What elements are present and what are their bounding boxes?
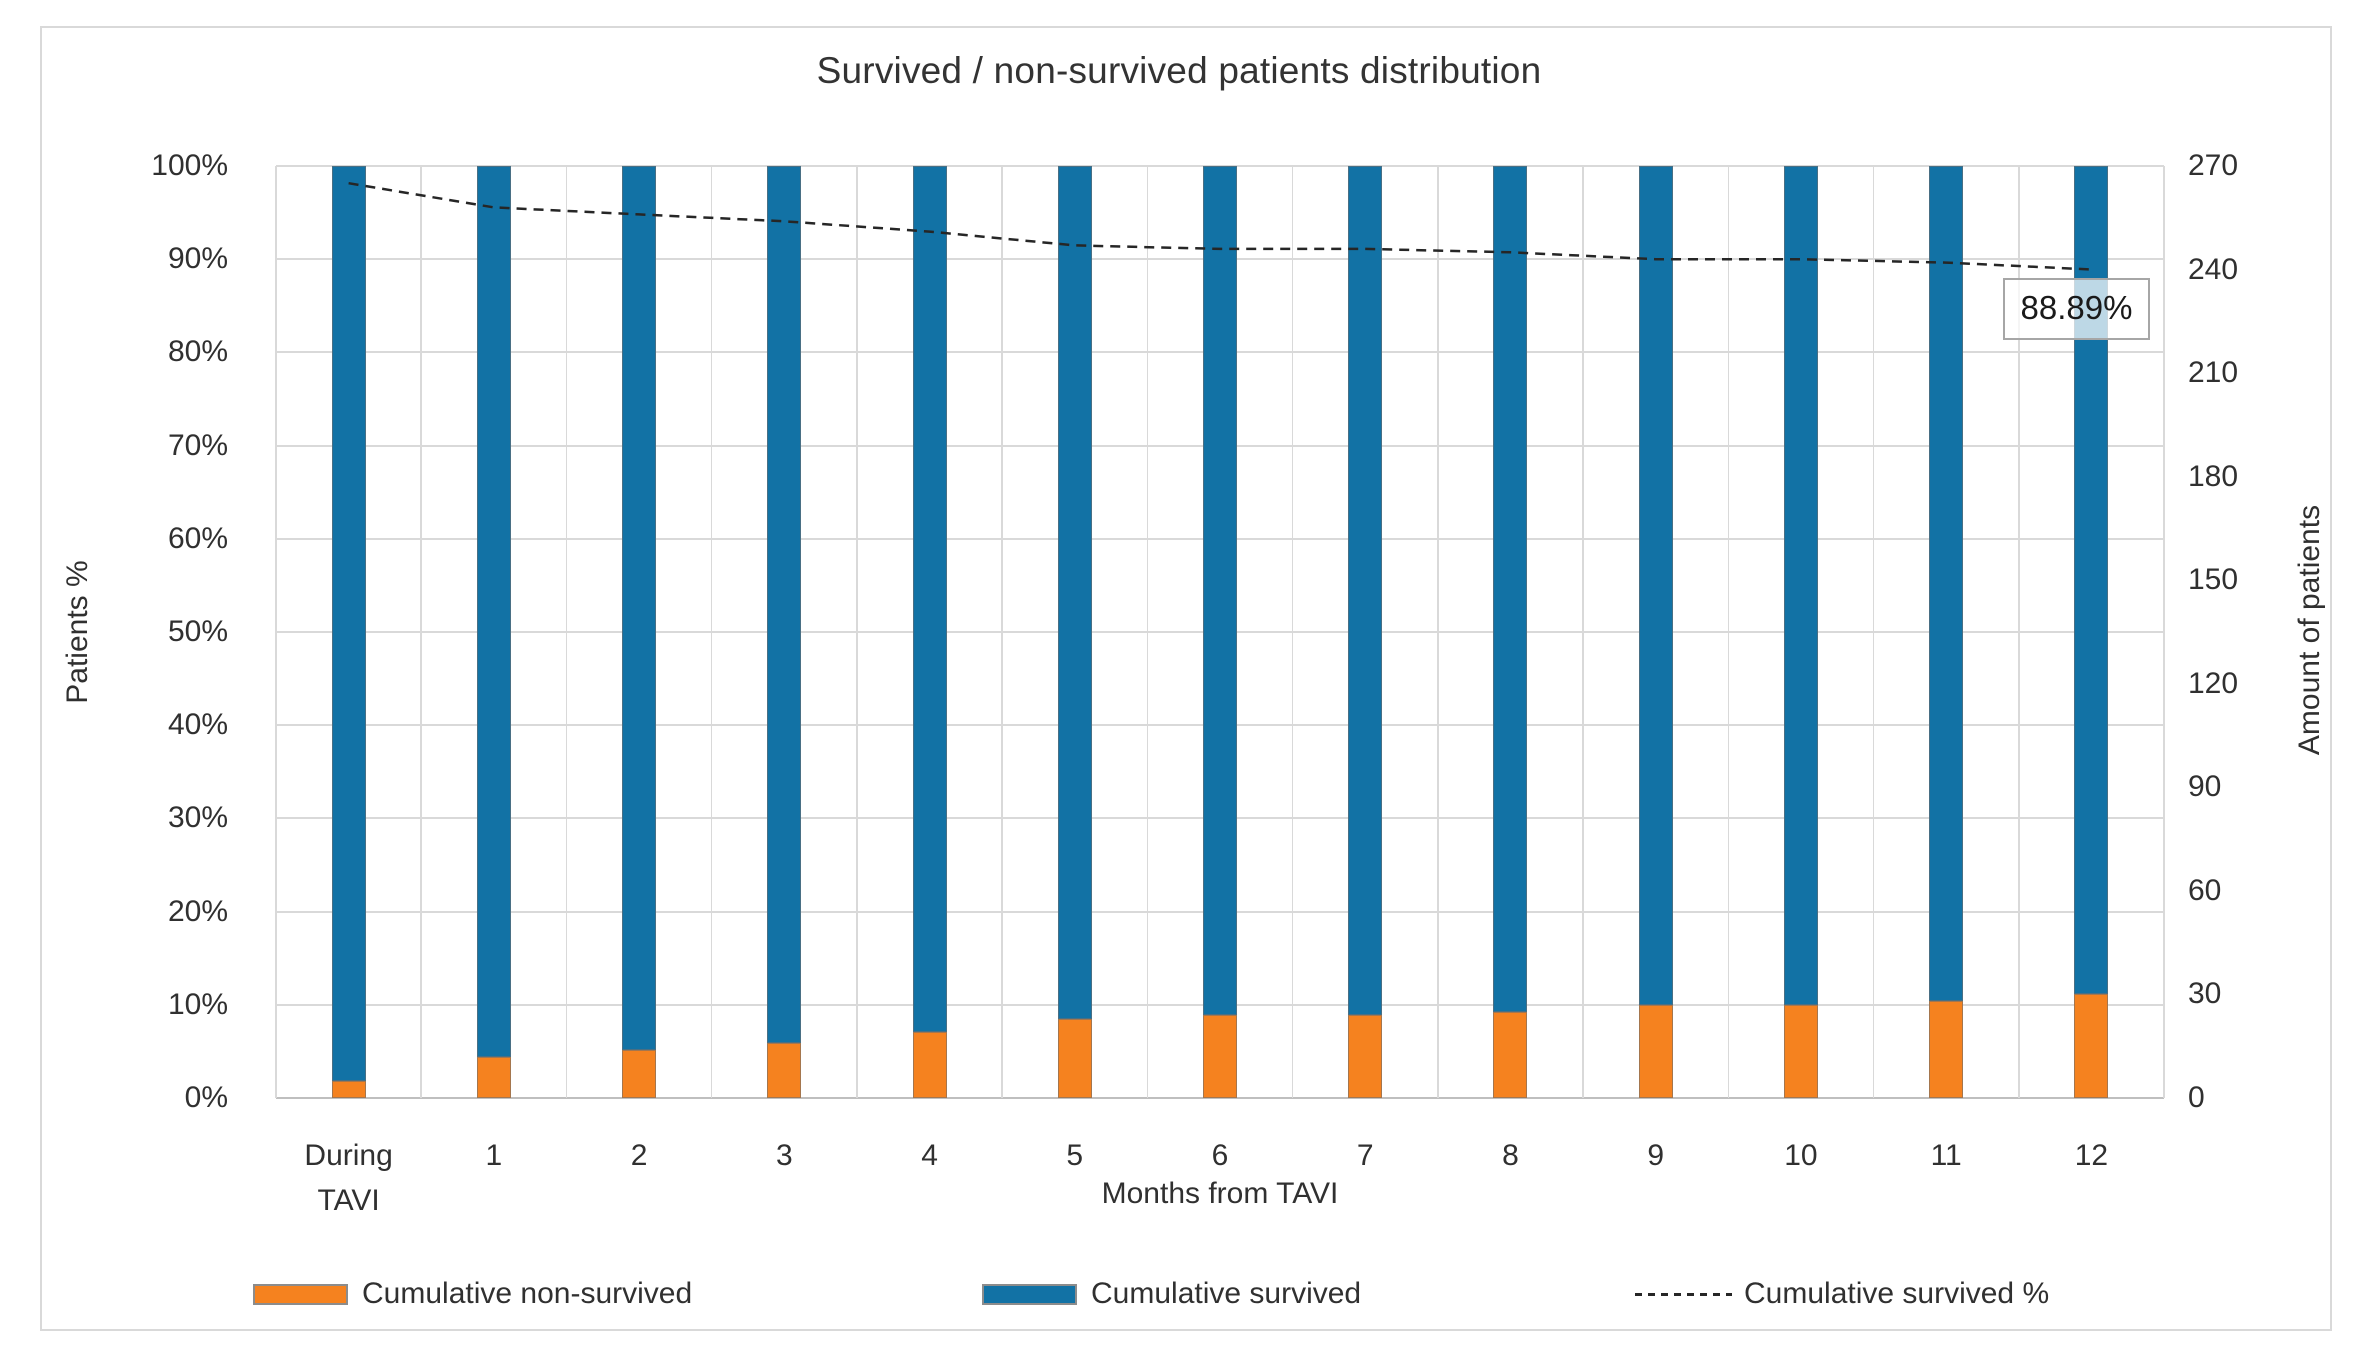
data-label-annotation: 88.89% (2003, 278, 2150, 340)
x-axis-title: Months from TAVI (1101, 1177, 1339, 1210)
y-axis-title-right: Amount of patients (2293, 504, 2326, 756)
chart-title: Survived / non-survived patients distrib… (816, 50, 1542, 91)
chart-frame (40, 26, 2332, 1331)
y-axis-title-left: Patients % (61, 560, 94, 704)
